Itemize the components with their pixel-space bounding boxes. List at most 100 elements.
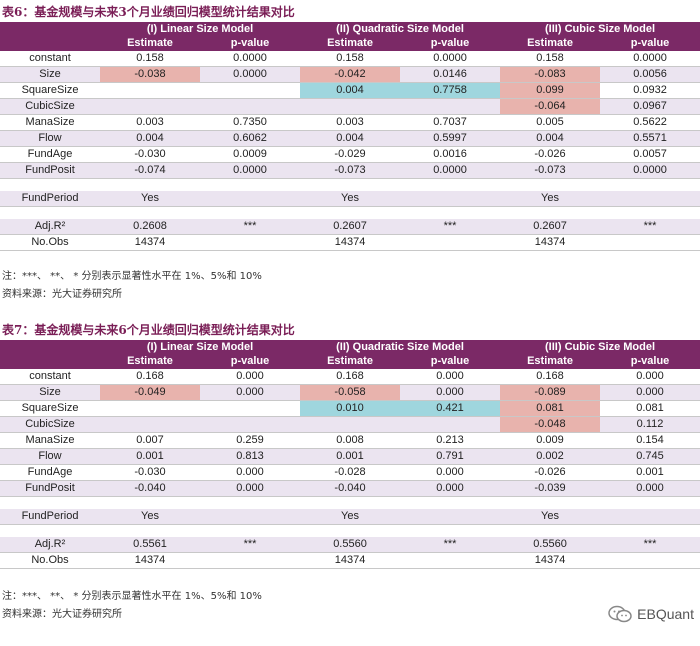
estimate-cell: -0.026	[500, 464, 601, 481]
subheader-pvalue: p-value	[200, 354, 301, 369]
estimate-cell: 0.010	[300, 400, 401, 417]
pvalue-cell: 0.813	[200, 448, 301, 465]
nobs-row: No.Obs 14374 14374 14374	[0, 552, 700, 569]
nobs-value: 14374	[300, 552, 401, 569]
estimate-cell: -0.040	[300, 480, 401, 497]
table-row: SquareSize 0.004 0.7758 0.099 0.0932	[0, 82, 700, 99]
table-row: ManaSize 0.007 0.259 0.008 0.213 0.009 0.154	[0, 432, 700, 449]
estimate-cell: 0.008	[300, 432, 401, 449]
estimate-cell: 0.003	[300, 114, 401, 131]
adjr2-row: Adj.R² 0.5561 *** 0.5560 *** 0.5560 ***	[0, 537, 700, 553]
subheader-pvalue: p-value	[600, 354, 700, 369]
empty-cell	[600, 509, 700, 525]
subheader-blank	[0, 36, 100, 51]
pvalue-cell	[400, 98, 501, 115]
adjr2-value: 0.2608	[100, 219, 200, 235]
nobs-value: 14374	[500, 552, 601, 569]
pvalue-cell: 0.5571	[600, 130, 700, 147]
estimate-cell: -0.048	[500, 416, 601, 433]
pvalue-cell: 0.259	[200, 432, 301, 449]
estimate-cell: 0.168	[100, 369, 200, 385]
row-label: FundAge	[0, 146, 100, 163]
table-row: FundAge -0.030 0.000 -0.028 0.000 -0.026 0.001	[0, 464, 700, 481]
spacer-cell	[0, 496, 700, 509]
subheader-blank	[0, 354, 100, 369]
header-blank	[0, 340, 100, 354]
adjr2-value: 0.2607	[300, 219, 401, 235]
significance-stars: ***	[400, 537, 501, 553]
estimate-cell	[100, 416, 200, 433]
subheader-estimate: Estimate	[500, 354, 601, 369]
pvalue-cell: 0.0967	[600, 98, 700, 115]
pvalue-cell: 0.0000	[200, 51, 301, 67]
estimate-cell: 0.099	[500, 82, 601, 99]
table-row: constant 0.168 0.000 0.168 0.000 0.168 0.000	[0, 369, 700, 385]
table7-header-row: (I) Linear Size Model (II) Quadratic Siz…	[0, 340, 700, 354]
pvalue-cell: 0.5997	[400, 130, 501, 147]
adjr2-value: 0.5560	[500, 537, 601, 553]
subheader-pvalue: p-value	[400, 36, 501, 51]
pvalue-cell: 0.000	[400, 384, 501, 401]
estimate-cell: -0.064	[500, 98, 601, 115]
table-row: FundPosit -0.040 0.000 -0.040 0.000 -0.039 0.0…	[0, 480, 700, 497]
estimate-cell: 0.004	[100, 130, 200, 147]
estimate-cell: -0.049	[100, 384, 200, 401]
subheader-pvalue: p-value	[400, 354, 501, 369]
pvalue-cell: 0.791	[400, 448, 501, 465]
header-blank	[0, 22, 100, 36]
table-row: FundAge -0.030 0.0009 -0.029 0.0016 -0.026 0.0…	[0, 146, 700, 163]
pvalue-cell: 0.000	[200, 480, 301, 497]
pvalue-cell: 0.0000	[400, 51, 501, 67]
nobs-value: 14374	[500, 234, 601, 251]
header-cubic-model: (III) Cubic Size Model	[500, 22, 700, 36]
significance-stars: ***	[200, 537, 301, 553]
pvalue-cell: 0.421	[400, 400, 501, 417]
significance-stars: ***	[600, 537, 700, 553]
estimate-cell: -0.028	[300, 464, 401, 481]
pvalue-cell	[200, 416, 301, 433]
empty-cell	[200, 509, 301, 525]
pvalue-cell: 0.001	[600, 464, 700, 481]
nobs-value: 14374	[300, 234, 401, 251]
pvalue-cell: 0.7037	[400, 114, 501, 131]
pvalue-cell: 0.0057	[600, 146, 700, 163]
pvalue-cell: 0.000	[400, 464, 501, 481]
estimate-cell: -0.058	[300, 384, 401, 401]
estimate-cell	[100, 98, 200, 115]
empty-cell	[400, 552, 501, 569]
pvalue-cell: 0.0000	[200, 66, 301, 83]
table6-source: 资料来源：光大证券研究所	[2, 289, 122, 300]
fundperiod-row: FundPeriod Yes Yes Yes	[0, 509, 700, 525]
empty-cell	[600, 234, 700, 251]
subheader-pvalue: p-value	[600, 36, 700, 51]
pvalue-cell	[200, 82, 301, 99]
pvalue-cell: 0.0056	[600, 66, 700, 83]
estimate-cell: -0.039	[500, 480, 601, 497]
estimate-cell	[300, 416, 401, 433]
estimate-cell: -0.073	[300, 162, 401, 179]
table-row: SquareSize 0.010 0.421 0.081 0.081	[0, 400, 700, 417]
table7: (I) Linear Size Model (II) Quadratic Siz…	[0, 340, 700, 569]
estimate-cell: -0.038	[100, 66, 200, 83]
pvalue-cell: 0.112	[600, 416, 700, 433]
estimate-cell: -0.026	[500, 146, 601, 163]
row-label: FundPeriod	[0, 509, 100, 525]
estimate-cell: -0.074	[100, 162, 200, 179]
row-label: constant	[0, 51, 100, 67]
row-label: ManaSize	[0, 114, 100, 131]
empty-cell	[400, 234, 501, 251]
pvalue-cell: 0.000	[600, 480, 700, 497]
estimate-cell: 0.005	[500, 114, 601, 131]
table-row: CubicSize -0.048 0.112	[0, 416, 700, 433]
pvalue-cell: 0.0000	[400, 162, 501, 179]
watermark-text: EBQuant	[637, 606, 694, 622]
watermark: EBQuant	[607, 604, 694, 624]
row-label: CubicSize	[0, 98, 100, 115]
subheader-pvalue: p-value	[200, 36, 301, 51]
spacer-row	[0, 524, 700, 537]
estimate-cell: -0.073	[500, 162, 601, 179]
row-label: FundPeriod	[0, 191, 100, 207]
table-row: Size -0.049 0.000 -0.058 0.000 -0.089 0.000	[0, 384, 700, 401]
estimate-cell: 0.004	[300, 82, 401, 99]
pvalue-cell: 0.5622	[600, 114, 700, 131]
